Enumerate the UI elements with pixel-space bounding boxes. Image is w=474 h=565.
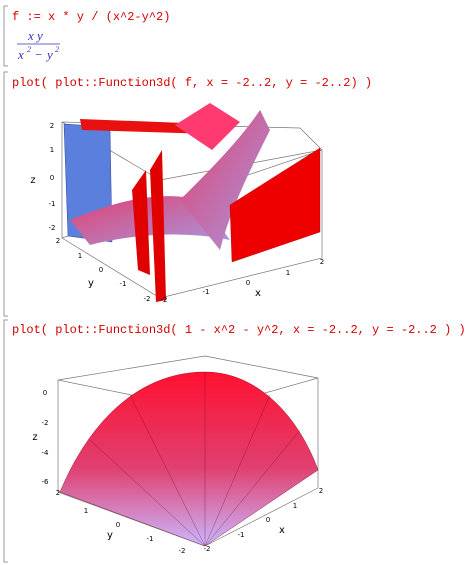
- x-axis-label: x: [255, 288, 261, 299]
- x-tick-label: 2: [319, 487, 323, 495]
- y-tick-label: -2: [179, 547, 186, 555]
- plot-3d: [61, 103, 323, 302]
- denominator-term: x: [17, 47, 24, 62]
- y-tick-label: 2: [56, 237, 60, 245]
- y-tick-label: -2: [144, 295, 151, 303]
- cell-bracket: [3, 71, 8, 317]
- y-tick-label: -1: [147, 535, 154, 543]
- y-axis-label: y: [88, 278, 94, 289]
- z-tick-label: -2: [42, 419, 49, 427]
- y-tick-label: 2: [56, 489, 60, 497]
- z-axis-label: z: [30, 175, 35, 186]
- x-tick-label: -1: [238, 531, 245, 539]
- y-tick-label: 1: [84, 507, 88, 515]
- x-tick-label: 0: [266, 516, 270, 524]
- x-tick-label: -2: [161, 296, 168, 304]
- z-tick-label: -4: [42, 449, 50, 457]
- y-tick-label: 1: [78, 252, 82, 260]
- exponent: 2: [27, 45, 31, 54]
- y-tick-label: -1: [120, 280, 127, 288]
- x-axis-label: x: [279, 525, 285, 536]
- z-axis-label: z: [32, 432, 37, 443]
- cell-bracket: [3, 319, 8, 563]
- z-tick-label: 1: [50, 146, 54, 154]
- x-tick-label: -1: [203, 288, 210, 296]
- y-axis-label: y: [107, 530, 113, 541]
- numerator: x y: [27, 28, 43, 43]
- z-tick-label: -2: [49, 224, 56, 232]
- denominator-term: y: [45, 47, 53, 62]
- x-tick-label: 1: [286, 269, 290, 277]
- z-tick-label: 2: [50, 122, 54, 130]
- input-line[interactable]: f := x * y / (x^2-y^2): [12, 10, 170, 24]
- y-tick-label: 0: [116, 521, 120, 529]
- operator: −: [35, 47, 42, 62]
- z-tick-label: 0: [43, 389, 47, 397]
- plot-3d: [57, 355, 319, 547]
- input-line[interactable]: plot( plot::Function3d( f, x = -2..2, y …: [12, 76, 372, 90]
- z-tick-label: 0: [50, 174, 54, 182]
- x-tick-label: 2: [320, 258, 324, 266]
- y-tick-label: 0: [99, 266, 103, 274]
- x-tick-label: -2: [204, 545, 211, 553]
- x-tick-label: 0: [246, 279, 250, 287]
- input-line[interactable]: plot( plot::Function3d( 1 - x^2 - y^2, x…: [12, 323, 466, 337]
- x-tick-label: 1: [293, 502, 297, 510]
- z-tick-label: -6: [42, 478, 50, 486]
- cell-bracket: [3, 5, 8, 67]
- z-tick-label: -1: [49, 200, 56, 208]
- exponent: 2: [55, 45, 59, 54]
